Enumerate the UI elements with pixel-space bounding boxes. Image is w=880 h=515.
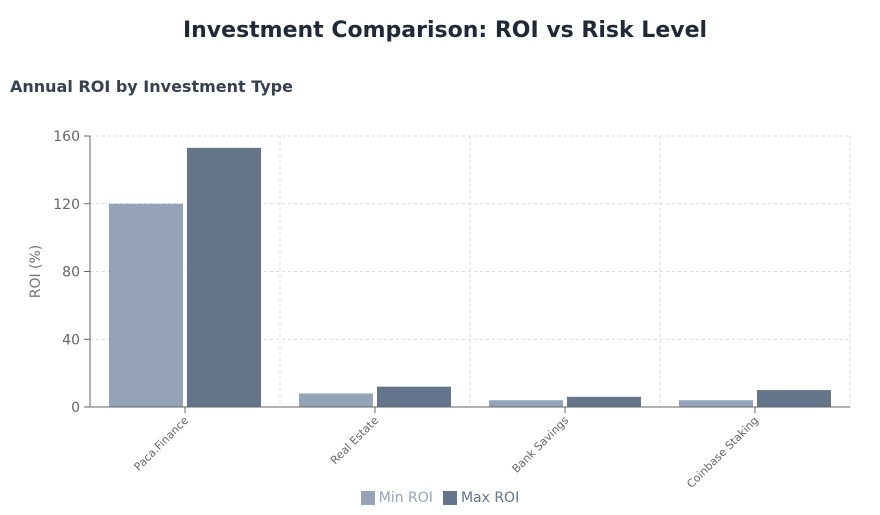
bar-max-roi <box>377 386 451 407</box>
legend-label: Max ROI <box>460 490 520 506</box>
y-axis-title: ROI (%) <box>28 245 44 299</box>
y-tick-label: 160 <box>53 129 80 145</box>
legend-swatch <box>442 491 457 505</box>
legend-swatch <box>360 491 375 505</box>
y-tick-label: 0 <box>71 400 80 416</box>
y-tick-label: 120 <box>53 197 80 213</box>
y-tick-label: 40 <box>62 332 80 348</box>
bar-min-roi <box>299 393 373 407</box>
chart-subtitle: Annual ROI by Investment Type <box>10 77 293 96</box>
bar-min-roi <box>679 400 753 407</box>
bar-max-roi <box>567 396 641 407</box>
y-tick-label: 80 <box>62 265 80 281</box>
bar-min-roi <box>109 203 183 407</box>
bar-max-roi <box>757 390 831 407</box>
page-title: Investment Comparison: ROI vs Risk Level <box>182 18 708 43</box>
legend-item[interactable]: Min ROI <box>360 490 433 506</box>
x-tick-label: Real Estate <box>328 414 381 467</box>
x-tick-label: Coinbase Staking <box>684 414 761 491</box>
x-tick-label: Bank Savings <box>510 414 572 476</box>
legend-label: Min ROI <box>378 490 433 506</box>
chart-legend: Min ROI Max ROI <box>0 490 880 506</box>
bar-max-roi <box>187 147 261 407</box>
bar-min-roi <box>489 400 563 407</box>
x-tick-label: Paca.Finance <box>132 414 192 474</box>
legend-item[interactable]: Max ROI <box>442 490 520 506</box>
